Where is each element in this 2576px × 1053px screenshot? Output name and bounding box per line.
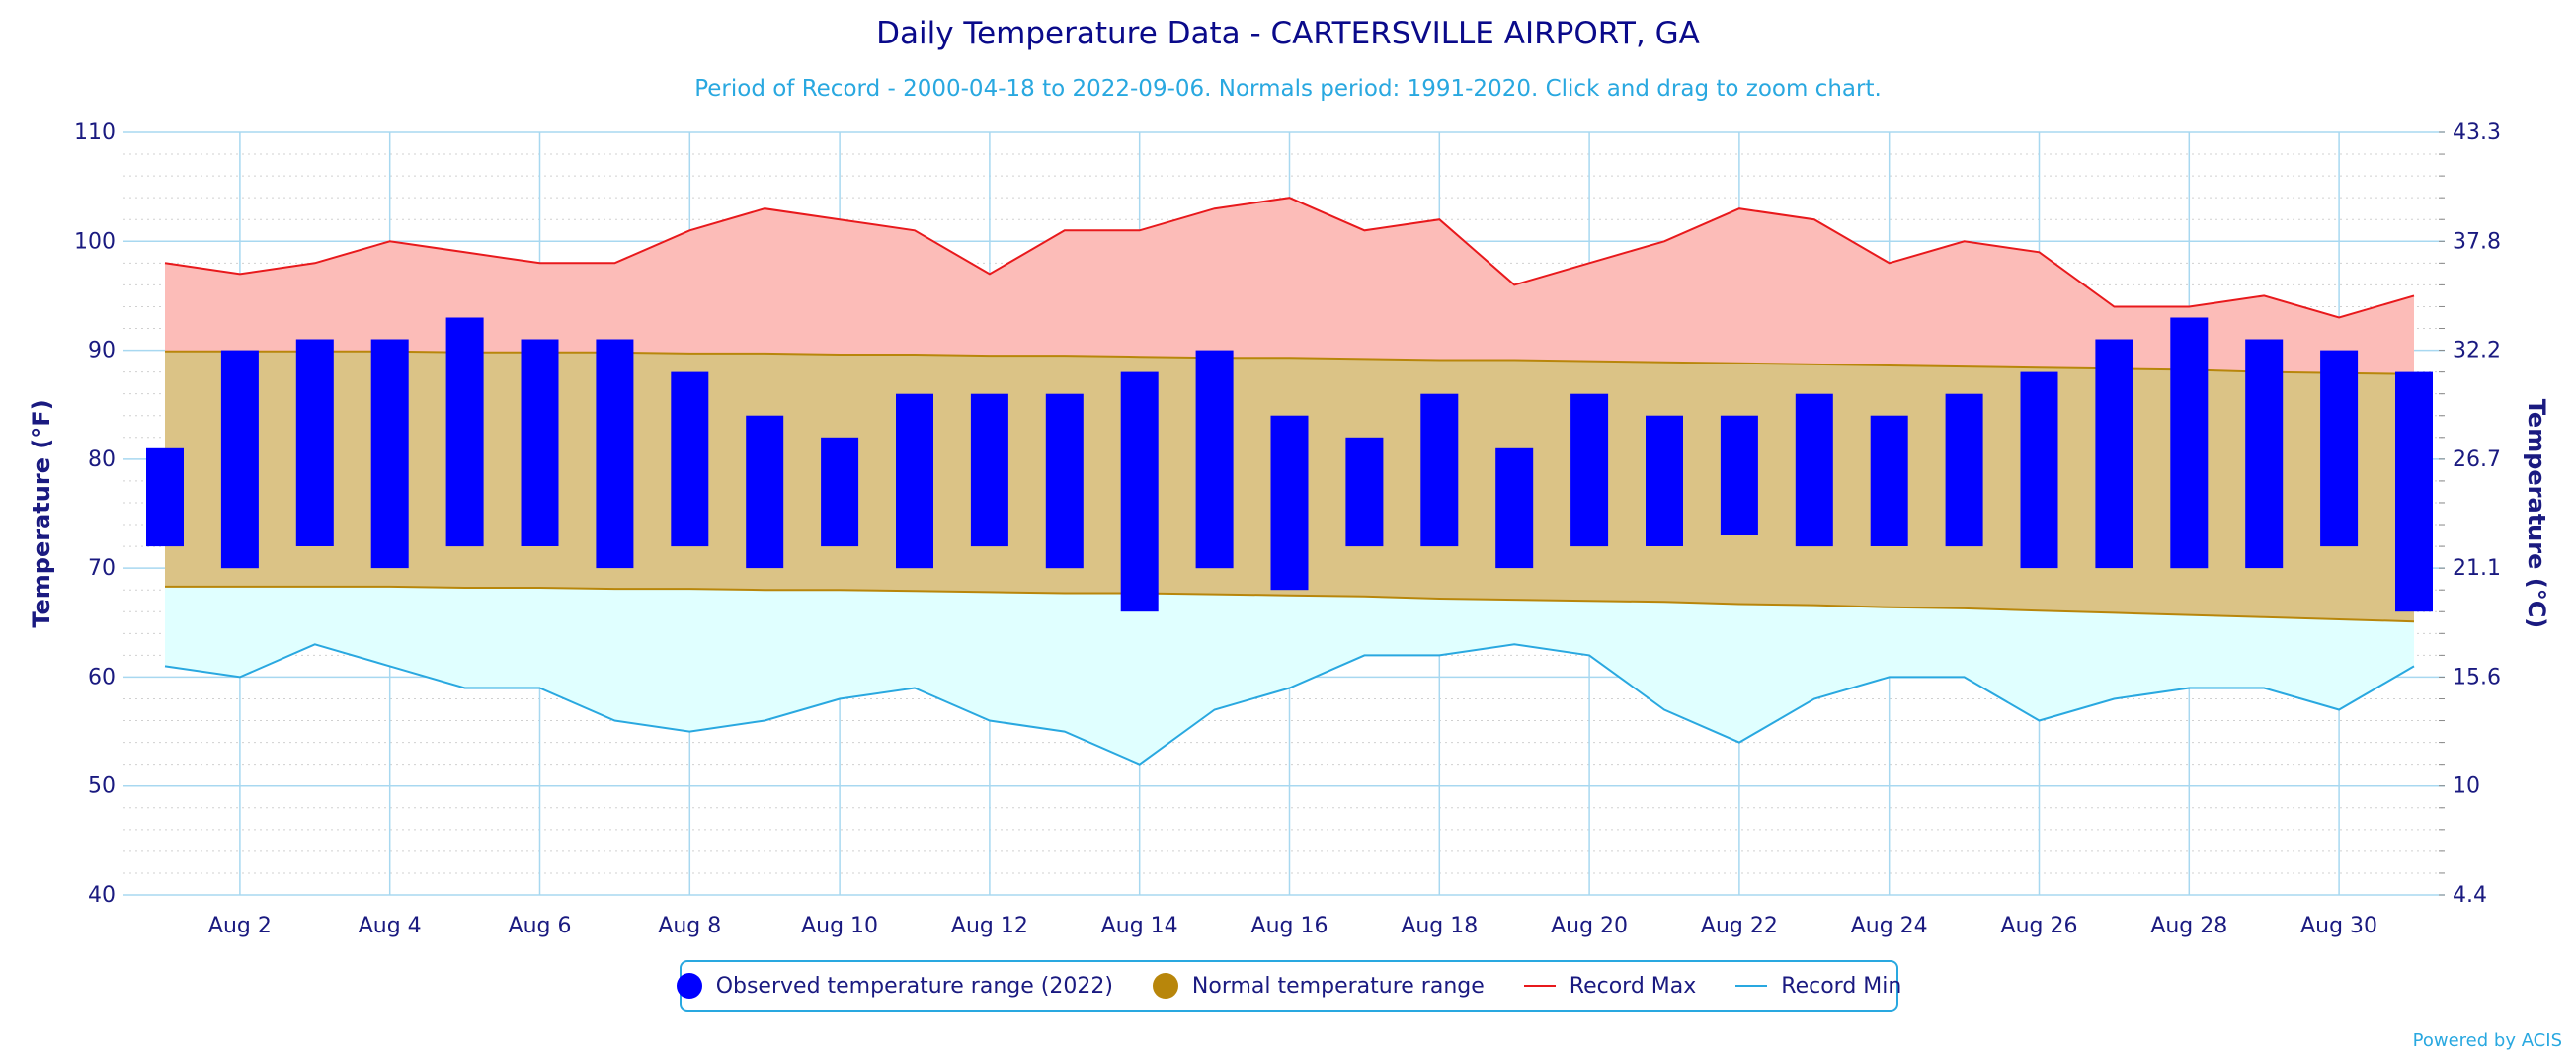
y-tick-label-left: 90 [88, 339, 116, 364]
chart-legend: Observed temperature range (2022) Normal… [676, 960, 1901, 1012]
legend-item-record-min[interactable]: Record Min [1735, 974, 1901, 999]
record-max-line[interactable] [164, 197, 2415, 319]
observed-bar[interactable] [1345, 437, 1384, 547]
observed-bar[interactable] [1870, 415, 1908, 546]
legend-item-normal[interactable]: Normal temperature range [1152, 973, 1485, 999]
y-tick-label-left: 40 [88, 883, 116, 908]
x-tick-label: Aug 2 [208, 914, 272, 938]
observed-bar[interactable] [1420, 393, 1459, 547]
y-axis-title-left: Temperature (°F) [28, 399, 55, 627]
observed-bar[interactable] [146, 447, 184, 547]
x-tick-label: Aug 14 [1101, 914, 1178, 938]
observed-bar[interactable] [370, 339, 409, 569]
observed-bar[interactable] [1945, 393, 1983, 547]
x-tick-label: Aug 8 [658, 914, 721, 938]
observed-bar[interactable] [2320, 350, 2359, 547]
y-tick-label-left: 110 [74, 121, 116, 145]
x-tick-label: Aug 4 [359, 914, 422, 938]
x-tick-label: Aug 18 [1401, 914, 1478, 938]
observed-bar[interactable] [896, 393, 933, 569]
x-tick-label: Aug 10 [801, 914, 878, 938]
powered-by-link[interactable]: Powered by ACIS [2412, 1030, 2562, 1051]
observed-bar[interactable] [2395, 371, 2433, 612]
observed-bar[interactable] [521, 339, 559, 547]
y-tick-label-left: 100 [74, 229, 116, 254]
legend-record-min-label: Record Min [1781, 973, 1902, 999]
observed-bar[interactable] [1195, 350, 1234, 569]
observed-bar[interactable] [821, 437, 859, 547]
record-min-line[interactable] [164, 643, 2415, 766]
chart-title: Daily Temperature Data - CARTERSVILLE AI… [876, 16, 1700, 51]
observed-bar[interactable] [596, 339, 634, 569]
y-tick-label-right: 32.2 [2453, 339, 2501, 364]
y-tick-label-right: 26.7 [2453, 447, 2501, 472]
legend-record-max-label: Record Max [1569, 973, 1697, 999]
observed-bar[interactable] [671, 371, 709, 547]
observed-bar[interactable] [1570, 393, 1609, 547]
y-tick-label-left: 60 [88, 665, 116, 689]
legend-record-max-swatch [1523, 985, 1556, 987]
observed-bar[interactable] [445, 317, 484, 547]
y-tick-label-right: 10 [2453, 774, 2480, 799]
legend-item-observed[interactable]: Observed temperature range (2022) [676, 973, 1113, 999]
y-tick-label-right: 37.8 [2453, 229, 2501, 254]
x-tick-label: Aug 16 [1251, 914, 1328, 938]
x-tick-label: Aug 12 [951, 914, 1028, 938]
legend-normal-label: Normal temperature range [1191, 973, 1485, 999]
y-tick-label-right: 43.3 [2453, 121, 2501, 145]
x-tick-label: Aug 24 [1851, 914, 1928, 938]
observed-bar[interactable] [220, 350, 259, 569]
x-tick-label: Aug 26 [2001, 914, 2078, 938]
x-tick-label: Aug 30 [2300, 914, 2377, 938]
x-tick-label: Aug 22 [1701, 914, 1778, 938]
observed-bar[interactable] [970, 393, 1008, 547]
y-tick-label-right: 4.4 [2453, 883, 2487, 908]
observed-bar[interactable] [2245, 339, 2284, 569]
x-tick-label: Aug 20 [1551, 914, 1628, 938]
observed-bar[interactable] [1495, 447, 1534, 569]
record-min-area [165, 586, 2414, 765]
observed-bar[interactable] [1646, 415, 1683, 546]
observed-bar[interactable] [1120, 371, 1159, 612]
legend-observed-label: Observed temperature range (2022) [715, 973, 1113, 999]
observed-bar[interactable] [1270, 415, 1309, 591]
observed-bar[interactable] [1045, 393, 1084, 569]
legend-observed-swatch [676, 973, 702, 999]
legend-record-min-swatch [1735, 985, 1768, 987]
observed-bar[interactable] [2170, 317, 2209, 569]
observed-bar[interactable] [1795, 393, 1833, 547]
observed-bar[interactable] [295, 339, 334, 547]
y-tick-label-right: 15.6 [2453, 665, 2501, 689]
y-tick-label-left: 80 [88, 447, 116, 472]
observed-bar[interactable] [2095, 339, 2133, 569]
legend-item-record-max[interactable]: Record Max [1523, 973, 1697, 999]
y-tick-label-left: 70 [88, 556, 116, 581]
legend-normal-swatch [1152, 973, 1178, 999]
observed-bar[interactable] [746, 415, 784, 569]
chart-subtitle: Period of Record - 2000-04-18 to 2022-09… [694, 76, 1882, 102]
observed-bar[interactable] [2020, 371, 2058, 569]
y-tick-label-left: 50 [88, 774, 116, 799]
x-tick-label: Aug 6 [509, 914, 572, 938]
observed-bar[interactable] [1720, 415, 1758, 535]
normal-low-line [165, 585, 2415, 623]
y-axis-title-right: Temperature (°C) [2523, 399, 2550, 629]
x-tick-label: Aug 28 [2150, 914, 2227, 938]
y-tick-label-right: 21.1 [2453, 556, 2501, 581]
